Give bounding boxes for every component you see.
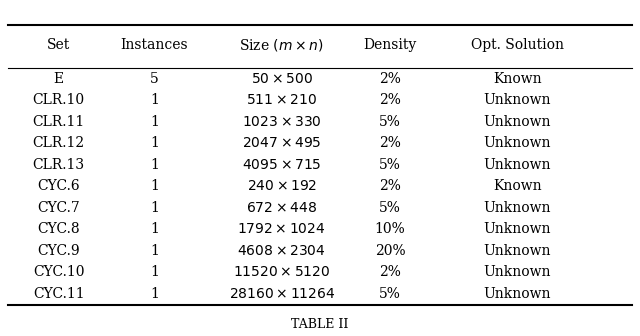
Text: CYC.6: CYC.6 (37, 179, 80, 193)
Text: 2%: 2% (379, 72, 401, 86)
Text: CYC.8: CYC.8 (37, 222, 80, 236)
Text: $4095\times715$: $4095\times715$ (242, 158, 321, 172)
Text: Unknown: Unknown (484, 93, 551, 107)
Text: Unknown: Unknown (484, 244, 551, 258)
Text: $4608\times2304$: $4608\times2304$ (237, 244, 326, 258)
Text: 1: 1 (150, 222, 159, 236)
Text: $511\times210$: $511\times210$ (246, 93, 317, 107)
Text: Unknown: Unknown (484, 136, 551, 150)
Text: Unknown: Unknown (484, 265, 551, 279)
Text: Size $(m \times n)$: Size $(m \times n)$ (239, 37, 324, 53)
Text: CYC.10: CYC.10 (33, 265, 84, 279)
Text: 1: 1 (150, 158, 159, 172)
Text: CYC.7: CYC.7 (37, 201, 80, 215)
Text: CYC.9: CYC.9 (37, 244, 80, 258)
Text: 2%: 2% (379, 93, 401, 107)
Text: 1: 1 (150, 115, 159, 129)
Text: Unknown: Unknown (484, 287, 551, 301)
Text: $240\times192$: $240\times192$ (246, 179, 317, 193)
Text: 2%: 2% (379, 136, 401, 150)
Text: $1023\times330$: $1023\times330$ (242, 115, 322, 129)
Text: $2047\times495$: $2047\times495$ (242, 136, 321, 150)
Text: Unknown: Unknown (484, 201, 551, 215)
Text: $50\times500$: $50\times500$ (251, 72, 313, 86)
Text: $1792\times1024$: $1792\times1024$ (237, 222, 326, 236)
Text: Unknown: Unknown (484, 158, 551, 172)
Text: 5%: 5% (379, 287, 401, 301)
Text: Unknown: Unknown (484, 115, 551, 129)
Text: Known: Known (493, 179, 542, 193)
Text: $28160\times11264$: $28160\times11264$ (228, 287, 335, 301)
Text: 1: 1 (150, 93, 159, 107)
Text: Known: Known (493, 72, 542, 86)
Text: 1: 1 (150, 244, 159, 258)
Text: Set: Set (47, 38, 70, 52)
Text: Instances: Instances (120, 38, 188, 52)
Text: Unknown: Unknown (484, 222, 551, 236)
Text: 1: 1 (150, 201, 159, 215)
Text: CLR.12: CLR.12 (33, 136, 85, 150)
Text: 5%: 5% (379, 158, 401, 172)
Text: 1: 1 (150, 179, 159, 193)
Text: 1: 1 (150, 136, 159, 150)
Text: 5: 5 (150, 72, 159, 86)
Text: 1: 1 (150, 287, 159, 301)
Text: 5%: 5% (379, 201, 401, 215)
Text: E: E (54, 72, 64, 86)
Text: $672\times448$: $672\times448$ (246, 201, 317, 215)
Text: CLR.10: CLR.10 (33, 93, 85, 107)
Text: 5%: 5% (379, 115, 401, 129)
Text: TABLE II: TABLE II (291, 318, 349, 331)
Text: Opt. Solution: Opt. Solution (471, 38, 564, 52)
Text: CYC.11: CYC.11 (33, 287, 84, 301)
Text: CLR.13: CLR.13 (33, 158, 85, 172)
Text: 1: 1 (150, 265, 159, 279)
Text: CLR.11: CLR.11 (33, 115, 85, 129)
Text: $11520\times5120$: $11520\times5120$ (233, 265, 330, 279)
Text: 10%: 10% (374, 222, 406, 236)
Text: 2%: 2% (379, 179, 401, 193)
Text: 2%: 2% (379, 265, 401, 279)
Text: 20%: 20% (375, 244, 405, 258)
Text: Density: Density (364, 38, 417, 52)
